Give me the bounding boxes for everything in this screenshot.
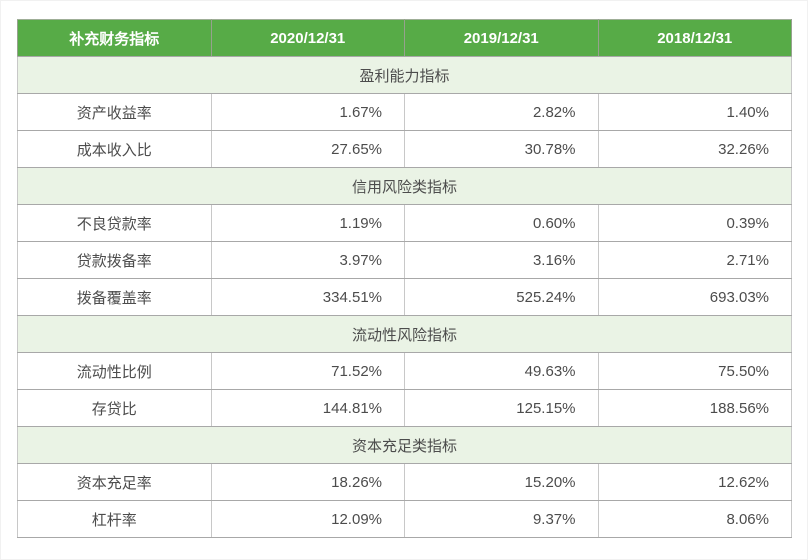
table-row: 拨备覆盖率 334.51% 525.24% 693.03%: [17, 278, 792, 316]
table-row: 存贷比 144.81% 125.15% 188.56%: [17, 389, 792, 427]
row-value-2019: 30.78%: [404, 130, 599, 168]
table-row: 成本收入比 27.65% 30.78% 32.26%: [17, 130, 792, 168]
row-value-2020: 144.81%: [210, 389, 405, 427]
row-value-2018: 75.50%: [597, 352, 792, 390]
row-value-2018: 32.26%: [597, 130, 792, 168]
row-value-2019: 125.15%: [404, 389, 599, 427]
header-cell-date-2019: 2019/12/31: [404, 19, 599, 57]
section-row-liquidity-risk: 流动性风险指标: [17, 315, 792, 353]
section-title: 资本充足类指标: [17, 426, 792, 464]
row-value-2020: 3.97%: [210, 241, 405, 279]
section-title: 盈利能力指标: [17, 56, 792, 94]
table-row: 资产收益率 1.67% 2.82% 1.40%: [17, 93, 792, 131]
table-row: 流动性比例 71.52% 49.63% 75.50%: [17, 352, 792, 390]
table-row: 贷款拨备率 3.97% 3.16% 2.71%: [17, 241, 792, 279]
row-value-2018: 188.56%: [597, 389, 792, 427]
header-cell-indicator-name: 补充财务指标: [17, 19, 212, 57]
section-title: 信用风险类指标: [17, 167, 792, 205]
row-value-2020: 1.19%: [210, 204, 405, 242]
row-value-2020: 27.65%: [210, 130, 405, 168]
row-value-2020: 71.52%: [210, 352, 405, 390]
row-value-2019: 2.82%: [404, 93, 599, 131]
row-value-2019: 525.24%: [404, 278, 599, 316]
row-value-2019: 3.16%: [404, 241, 599, 279]
row-value-2020: 18.26%: [210, 463, 405, 501]
section-row-capital-adequacy: 资本充足类指标: [17, 426, 792, 464]
row-value-2020: 1.67%: [210, 93, 405, 131]
row-value-2018: 2.71%: [597, 241, 792, 279]
section-row-profitability: 盈利能力指标: [17, 56, 792, 94]
row-value-2020: 334.51%: [210, 278, 405, 316]
section-row-credit-risk: 信用风险类指标: [17, 167, 792, 205]
row-value-2019: 0.60%: [404, 204, 599, 242]
section-title: 流动性风险指标: [17, 315, 792, 353]
row-value-2018: 8.06%: [597, 500, 792, 538]
row-label: 存贷比: [17, 389, 212, 427]
row-value-2019: 49.63%: [404, 352, 599, 390]
row-label: 流动性比例: [17, 352, 212, 390]
row-value-2018: 693.03%: [597, 278, 792, 316]
table-header-row: 补充财务指标 2020/12/31 2019/12/31 2018/12/31: [17, 19, 792, 57]
supplementary-financial-indicators-table: 补充财务指标 2020/12/31 2019/12/31 2018/12/31 …: [17, 19, 792, 538]
row-label: 不良贷款率: [17, 204, 212, 242]
header-cell-date-2018: 2018/12/31: [597, 19, 792, 57]
row-value-2018: 1.40%: [597, 93, 792, 131]
table-row: 不良贷款率 1.19% 0.60% 0.39%: [17, 204, 792, 242]
table-row: 杠杆率 12.09% 9.37% 8.06%: [17, 500, 792, 538]
row-label: 拨备覆盖率: [17, 278, 212, 316]
table-row: 资本充足率 18.26% 15.20% 12.62%: [17, 463, 792, 501]
row-label: 贷款拨备率: [17, 241, 212, 279]
row-label: 资产收益率: [17, 93, 212, 131]
row-value-2020: 12.09%: [210, 500, 405, 538]
header-cell-date-2020: 2020/12/31: [210, 19, 405, 57]
row-value-2018: 12.62%: [597, 463, 792, 501]
row-label: 资本充足率: [17, 463, 212, 501]
row-value-2019: 9.37%: [404, 500, 599, 538]
row-value-2018: 0.39%: [597, 204, 792, 242]
row-label: 杠杆率: [17, 500, 212, 538]
row-label: 成本收入比: [17, 130, 212, 168]
row-value-2019: 15.20%: [404, 463, 599, 501]
